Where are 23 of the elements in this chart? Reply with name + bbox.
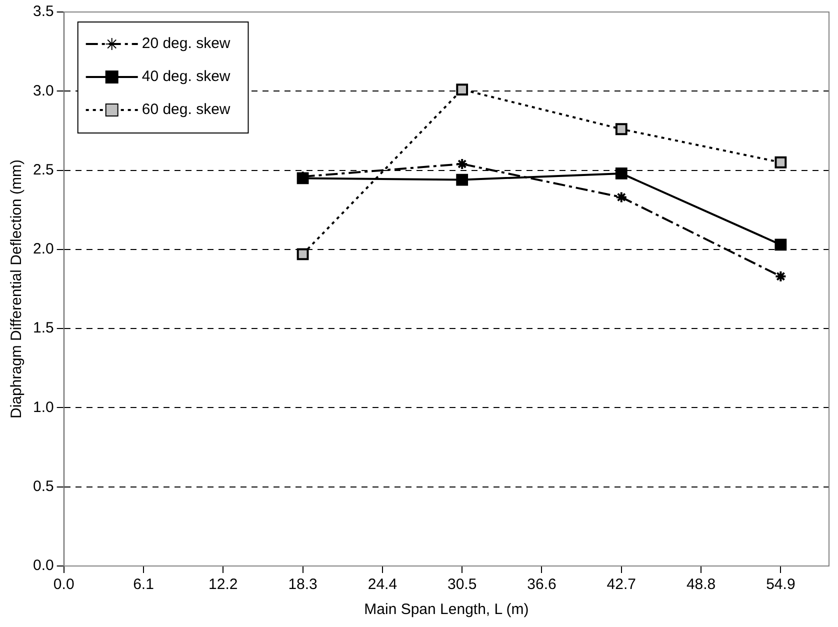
legend-label: 60 deg. skew [142,101,230,118]
y-tick-label: 3.5 [32,3,54,20]
x-tick-label: 42.7 [606,576,636,594]
y-tick-label: 0.5 [32,478,54,495]
y-axis-title: Diaphragm Differential Deflection (mm) [8,160,26,418]
y-tick-label: 1.5 [32,320,54,337]
y-tick-label: 3.0 [32,82,54,100]
y-tick-label: 2.0 [32,240,54,258]
x-tick-label: 36.6 [527,576,556,594]
x-tick-label: 24.4 [368,576,398,594]
x-tick-label: 18.3 [288,576,318,594]
x-tick-label: 54.9 [766,576,796,594]
legend-label: 40 deg. skew [142,68,230,86]
x-axis-title: Main Span Length, L (m) [364,601,529,618]
x-tick-label: 12.2 [208,576,238,594]
x-tick-label: 48.8 [686,576,716,594]
y-tick-label: 2.5 [32,161,54,178]
legend-label: 20 deg. skew [142,35,230,52]
y-tick-label: 0.0 [32,557,54,574]
x-tick-label: 30.5 [447,576,477,594]
y-tick-label: 1.0 [32,398,54,416]
x-tick-label: 0.0 [53,576,74,594]
x-tick-label: 6.1 [133,576,154,594]
